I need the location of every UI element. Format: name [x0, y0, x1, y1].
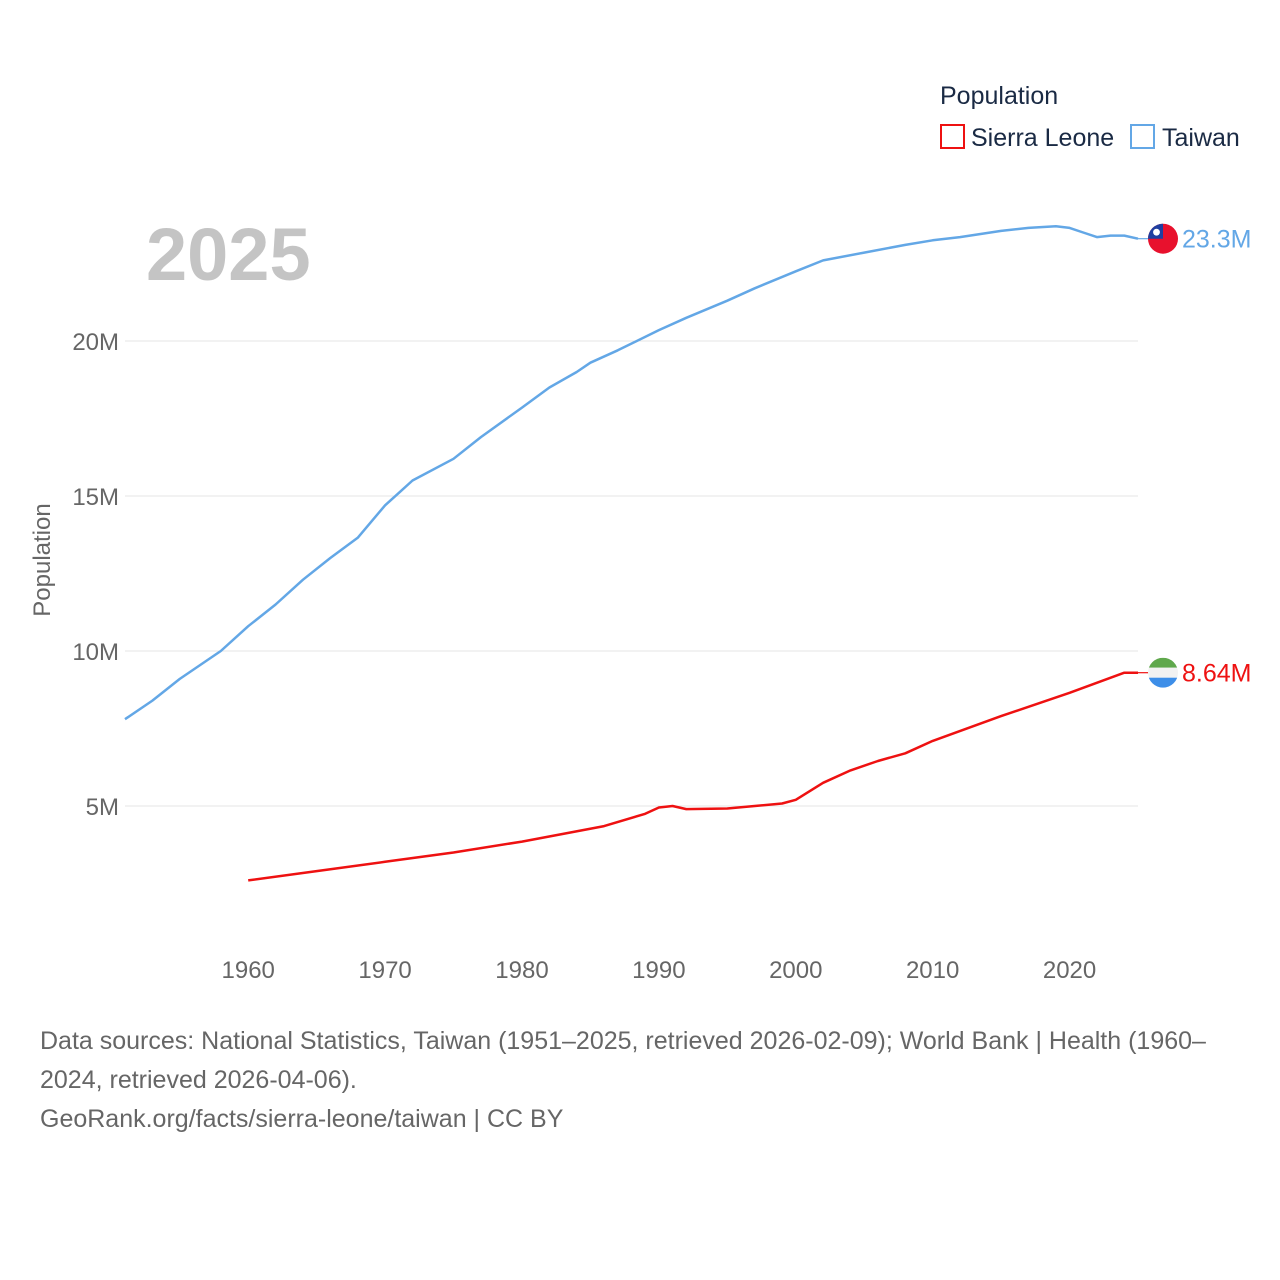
- sierra-leone-flag: [1148, 657, 1178, 688]
- series-line-taiwan: [124, 225, 1139, 721]
- y-tick-label-10M: 10M: [72, 639, 119, 666]
- legend-label-sierra-leone[interactable]: Sierra Leone: [971, 124, 1114, 152]
- y-tick-label-20M: 20M: [72, 329, 119, 356]
- y-tick-label-15M: 15M: [72, 484, 119, 511]
- x-tick-label-1990: 1990: [632, 957, 685, 984]
- flag-stripe-blue: [1148, 677, 1178, 688]
- x-tick-label-2000: 2000: [769, 957, 822, 984]
- x-tick-label-2020: 2020: [1043, 957, 1096, 984]
- legend[interactable]: Population Sierra Leone Taiwan: [940, 82, 1240, 152]
- taiwan-flag-sun: [1153, 228, 1160, 236]
- x-tick-label-1980: 1980: [495, 957, 548, 984]
- x-tick-label-1970: 1970: [358, 957, 411, 984]
- attribution-text[interactable]: GeoRank.org/facts/sierra-leone/taiwan | …: [40, 1105, 564, 1133]
- legend-title: Population: [940, 82, 1058, 110]
- series-end-label-sierra-leone: 8.64M: [1182, 660, 1251, 688]
- series-line-sierra-leone: [248, 671, 1138, 882]
- y-axis-title: Population: [29, 503, 56, 616]
- flag-stripe-white: [1148, 667, 1178, 678]
- data-sources-text: Data sources: National Statistics, Taiwa…: [40, 1027, 1206, 1094]
- y-tick-label-5M: 5M: [86, 794, 119, 821]
- axis-layer: 5M 10M 15M 20M 1960 1970 1980 1990 2000 2010 2020: [72, 329, 1096, 984]
- series-end-label-taiwan: 23.3M: [1182, 226, 1251, 254]
- legend-swatch-sierra-leone[interactable]: [940, 124, 965, 149]
- x-tick-label-2010: 2010: [906, 957, 959, 984]
- year-watermark: 2025: [146, 213, 311, 296]
- x-tick-label-1960: 1960: [222, 957, 275, 984]
- flag-stripe-green: [1148, 657, 1178, 668]
- source-notes: Data sources: National Statistics, Taiwa…: [40, 1022, 1250, 1139]
- sierra-leone-flag-stripes: [1148, 657, 1178, 688]
- legend-label-taiwan[interactable]: Taiwan: [1162, 124, 1240, 152]
- grid-layer: [125, 340, 1138, 807]
- taiwan-flag: [1148, 223, 1178, 254]
- legend-swatch-taiwan[interactable]: [1130, 124, 1155, 149]
- series-layer: 23.3M 8.64M: [124, 223, 1251, 882]
